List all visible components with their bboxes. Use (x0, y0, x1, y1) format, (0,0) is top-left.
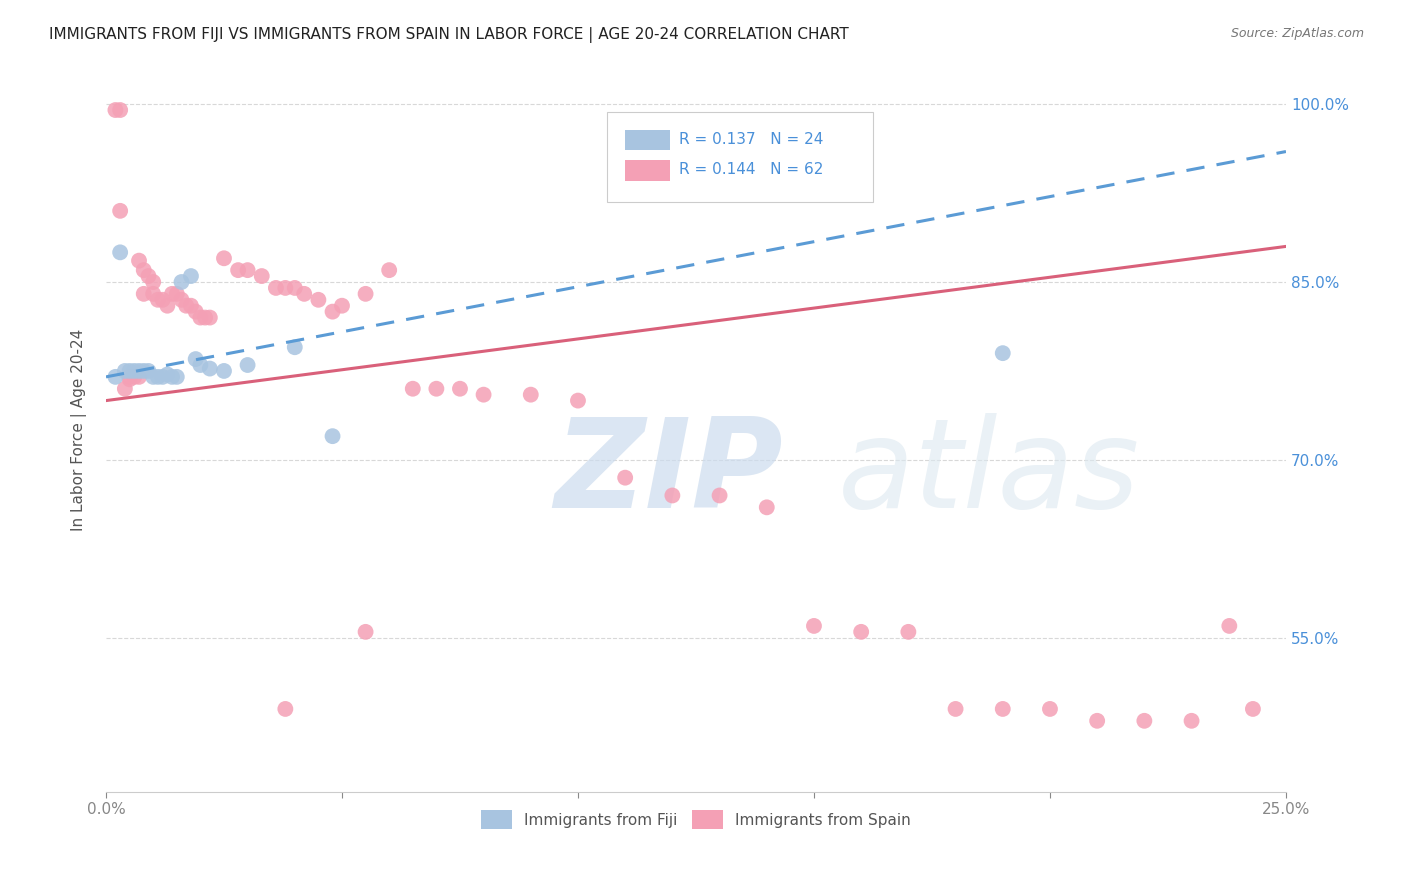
Immigrants from Spain (184, 304, 207, 318)
Immigrants from Spain (128, 253, 150, 268)
Immigrants from Spain (1218, 619, 1240, 633)
Immigrants from Spain (425, 382, 447, 396)
Immigrants from Spain (274, 281, 297, 295)
Immigrants from Spain (472, 387, 495, 401)
Immigrants from Spain (128, 370, 150, 384)
Immigrants from Spain (118, 372, 141, 386)
Immigrants from Fiji (142, 370, 165, 384)
Immigrants from Spain (1039, 702, 1062, 716)
Immigrants from Fiji (198, 361, 221, 376)
Text: Source: ZipAtlas.com: Source: ZipAtlas.com (1230, 27, 1364, 40)
Immigrants from Spain (849, 624, 872, 639)
Immigrants from Fiji (166, 370, 188, 384)
Immigrants from Fiji (152, 370, 174, 384)
Immigrants from Spain (132, 286, 155, 301)
Immigrants from Fiji (118, 364, 141, 378)
Immigrants from Fiji (991, 346, 1014, 360)
Immigrants from Spain (156, 299, 179, 313)
Immigrants from Fiji (170, 275, 193, 289)
Immigrants from Spain (755, 500, 778, 515)
Immigrants from Spain (284, 281, 307, 295)
Immigrants from Fiji (128, 364, 150, 378)
Immigrants from Spain (1180, 714, 1202, 728)
Immigrants from Spain (354, 624, 377, 639)
Immigrants from Spain (108, 103, 131, 117)
Immigrants from Spain (292, 286, 315, 301)
Immigrants from Spain (945, 702, 967, 716)
Immigrants from Fiji (322, 429, 344, 443)
Immigrants from Spain (264, 281, 287, 295)
Immigrants from Spain (104, 103, 127, 117)
Immigrants from Spain (661, 488, 683, 502)
Immigrants from Spain (614, 471, 637, 485)
Immigrants from Spain (138, 268, 160, 283)
Text: R = 0.137   N = 24: R = 0.137 N = 24 (679, 132, 824, 147)
Immigrants from Spain (194, 310, 217, 325)
Immigrants from Spain (354, 286, 377, 301)
Text: R = 0.144   N = 62: R = 0.144 N = 62 (679, 162, 824, 178)
Y-axis label: In Labor Force | Age 20-24: In Labor Force | Age 20-24 (72, 329, 87, 532)
FancyBboxPatch shape (607, 112, 873, 202)
Immigrants from Spain (1133, 714, 1156, 728)
Immigrants from Fiji (190, 358, 212, 372)
Immigrants from Spain (236, 263, 259, 277)
Immigrants from Spain (520, 387, 543, 401)
Immigrants from Spain (1085, 714, 1108, 728)
Immigrants from Spain (803, 619, 825, 633)
Immigrants from Spain (166, 286, 188, 301)
Immigrants from Spain (198, 310, 221, 325)
Immigrants from Fiji (104, 370, 127, 384)
Immigrants from Spain (991, 702, 1014, 716)
Immigrants from Spain (322, 304, 344, 318)
Immigrants from Spain (402, 382, 425, 396)
Immigrants from Fiji (284, 340, 307, 354)
Immigrants from Spain (170, 293, 193, 307)
Immigrants from Fiji (132, 364, 155, 378)
Immigrants from Spain (152, 293, 174, 307)
Legend: Immigrants from Fiji, Immigrants from Spain: Immigrants from Fiji, Immigrants from Sp… (475, 804, 917, 835)
Immigrants from Spain (226, 263, 249, 277)
Immigrants from Spain (330, 299, 353, 313)
Immigrants from Spain (190, 310, 212, 325)
Immigrants from Spain (124, 370, 146, 384)
Immigrants from Fiji (124, 364, 146, 378)
Immigrants from Spain (274, 702, 297, 716)
Immigrants from Spain (897, 624, 920, 639)
Immigrants from Spain (160, 286, 183, 301)
Immigrants from Fiji (236, 358, 259, 372)
Immigrants from Spain (118, 370, 141, 384)
Immigrants from Fiji (180, 268, 202, 283)
Immigrants from Spain (567, 393, 589, 408)
Immigrants from Fiji (146, 370, 169, 384)
Immigrants from Spain (174, 299, 197, 313)
Immigrants from Spain (250, 268, 273, 283)
Immigrants from Fiji (160, 370, 183, 384)
Immigrants from Spain (142, 286, 165, 301)
Immigrants from Fiji (114, 364, 136, 378)
Immigrants from Fiji (156, 368, 179, 382)
Immigrants from Fiji (138, 364, 160, 378)
Immigrants from Spain (307, 293, 329, 307)
Immigrants from Fiji (184, 352, 207, 367)
Immigrants from Spain (114, 382, 136, 396)
Immigrants from Fiji (108, 245, 131, 260)
Immigrants from Spain (108, 203, 131, 218)
Immigrants from Spain (132, 263, 155, 277)
Immigrants from Spain (212, 252, 235, 266)
Text: IMMIGRANTS FROM FIJI VS IMMIGRANTS FROM SPAIN IN LABOR FORCE | AGE 20-24 CORRELA: IMMIGRANTS FROM FIJI VS IMMIGRANTS FROM … (49, 27, 849, 43)
Immigrants from Spain (449, 382, 471, 396)
Immigrants from Spain (709, 488, 731, 502)
Immigrants from Spain (142, 275, 165, 289)
Immigrants from Spain (1241, 702, 1264, 716)
FancyBboxPatch shape (626, 130, 671, 150)
Text: atlas: atlas (838, 413, 1140, 534)
Immigrants from Spain (146, 293, 169, 307)
Text: ZIP: ZIP (554, 413, 783, 534)
Immigrants from Fiji (212, 364, 235, 378)
Immigrants from Spain (180, 299, 202, 313)
FancyBboxPatch shape (626, 161, 671, 181)
Immigrants from Spain (378, 263, 401, 277)
